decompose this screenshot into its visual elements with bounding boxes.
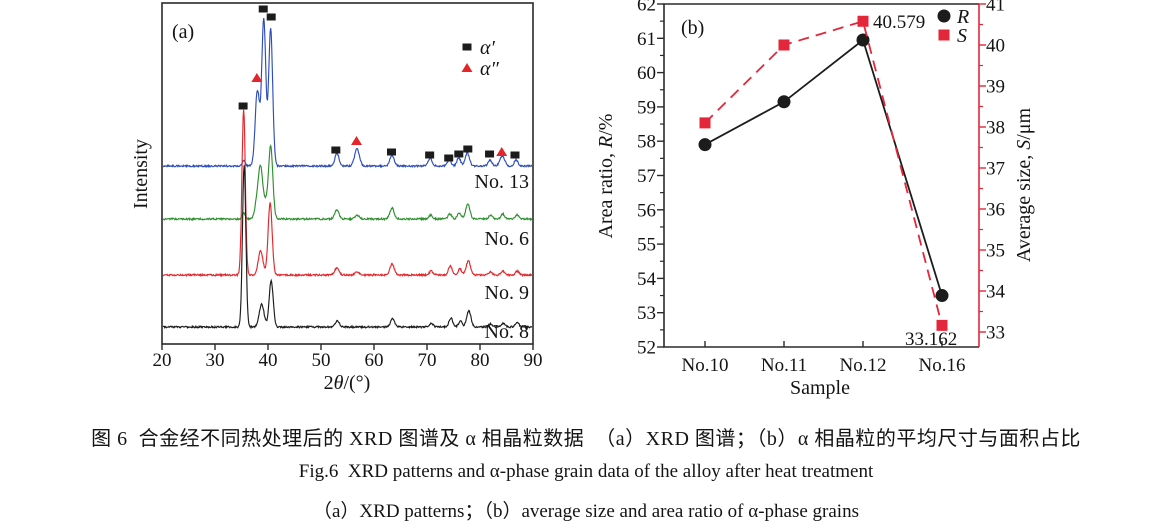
panel-label-a: (a): [172, 21, 194, 43]
xrd-trace-no8: [163, 165, 532, 330]
alpha-prime-marker: [266, 13, 276, 21]
left-tick-label: 59: [637, 97, 656, 118]
point-S-No.12: [857, 15, 869, 27]
x-tick-label: 80: [471, 350, 490, 371]
left-tick-label: 57: [637, 166, 656, 187]
alpha-prime-marker: [485, 150, 495, 158]
x-tick-label: 90: [524, 350, 543, 371]
trace-label-3: No. 9: [485, 282, 529, 304]
right-tick-label: 41: [986, 0, 1005, 16]
point-R-No.11: [777, 95, 791, 109]
plot-frame-a: [161, 2, 534, 345]
caption-english-sub: （a）XRD patterns；（b）average size and area…: [313, 501, 859, 522]
right-tick-label: 38: [986, 118, 1005, 139]
point-S-No.16: [936, 319, 948, 331]
legend-square-icon-b: [938, 29, 950, 41]
trace-label-2: No. 6: [485, 228, 529, 250]
caption-chinese: 图 6 合金经不同热处理后的 XRD 图谱及 α 相晶粒数据 （a）XRD 图谱…: [91, 428, 1081, 450]
y-axis-title-a: Intensity: [130, 139, 152, 209]
caption-english-title: Fig.6 XRD patterns and α-phase grain dat…: [298, 461, 874, 482]
left-tick-label: 53: [637, 303, 656, 324]
series-line-S: [704, 20, 943, 326]
grain-chart: 52 53 54 55 56 57 58 59 60 61 62 33 34 35 36 37 38 39 40 41…: [595, 0, 1035, 399]
point-S-No.10: [699, 117, 711, 129]
legend-triangle-icon: [461, 63, 473, 72]
right-tick-label: 36: [986, 200, 1005, 221]
legend-square-icon: [462, 43, 472, 51]
sample-label-no11: No.11: [761, 355, 807, 376]
alpha-double-prime-marker: [496, 147, 508, 156]
x-tick-label: 50: [312, 350, 331, 371]
x-tick-label: 40: [259, 350, 278, 371]
right-tick-label: 37: [986, 159, 1005, 180]
xrd-trace-no9: [163, 109, 532, 278]
x-tick-label: 70: [418, 350, 437, 371]
trace-label-1: No. 13: [475, 171, 529, 193]
left-tick-label: 58: [637, 132, 656, 153]
legend-circle-icon: [937, 9, 951, 23]
plot-frame-b: [663, 3, 979, 348]
legend-label-S: S: [957, 25, 967, 47]
alpha-prime-marker: [238, 102, 248, 110]
xrd-trace-no13: [163, 18, 532, 169]
left-tick-label: 52: [637, 338, 656, 359]
legend-label-alpha-dprime: α″: [480, 58, 499, 80]
charts-canvas: No. 13 No. 6 No. 9 No. 8 20 30 40 50 60 70 80 90 2θ/…: [130, 0, 1035, 399]
xrd-chart: No. 13 No. 6 No. 9 No. 8 20 30 40 50 60 70 80 90 2θ/…: [130, 2, 543, 394]
point-R-No.10: [698, 138, 712, 152]
x-axis-title-b: Sample: [790, 377, 850, 399]
xrd-trace-no6: [163, 144, 532, 222]
right-tick-label: 39: [986, 77, 1005, 98]
x-axis-title-a: 2θ/(°): [324, 372, 371, 394]
legend-label-R: R: [956, 6, 969, 28]
left-tick-label: 54: [637, 269, 657, 290]
alpha-prime-marker: [463, 145, 473, 153]
point-S-No.11: [778, 39, 790, 51]
panel-label-b: (b): [681, 17, 704, 39]
left-tick-label: 61: [637, 29, 656, 50]
alpha-double-prime-marker: [251, 73, 263, 82]
left-tick-label: 56: [637, 200, 656, 221]
alpha-prime-marker: [386, 148, 396, 156]
x-tick-label: 30: [206, 350, 225, 371]
alpha-prime-marker: [444, 154, 454, 162]
right-tick-label: 33: [986, 323, 1005, 344]
sample-label-no10: No.10: [682, 355, 729, 376]
y-axis-title-right: Average size, S/μm: [1013, 107, 1035, 262]
series-line-R: [704, 38, 943, 296]
left-tick-label: 60: [637, 63, 656, 84]
point-R-No.16: [935, 289, 949, 303]
legend-label-alpha-prime: α′: [480, 37, 495, 59]
annotation-40.579: 40.579: [873, 12, 925, 33]
left-tick-label: 55: [637, 235, 656, 256]
alpha-double-prime-marker: [351, 136, 363, 145]
trace-label-4: No. 8: [485, 321, 529, 343]
annotation-33.162: 33.162: [905, 329, 957, 350]
alpha-prime-marker: [331, 146, 341, 154]
sample-label-no12: No.12: [840, 355, 887, 376]
left-tick-label: 62: [637, 0, 656, 16]
sample-label-no16: No.16: [919, 355, 966, 376]
y-axis-title-left: Area ratio, R/%: [595, 114, 617, 239]
alpha-prime-marker: [425, 151, 435, 159]
alpha-prime-marker: [510, 151, 520, 159]
alpha-prime-marker: [258, 5, 268, 13]
point-R-No.12: [856, 33, 870, 47]
right-tick-label: 35: [986, 241, 1005, 262]
right-tick-label: 34: [986, 282, 1006, 303]
x-tick-label: 60: [365, 350, 384, 371]
x-tick-label: 20: [153, 350, 172, 371]
right-tick-label: 40: [986, 36, 1005, 57]
alpha-prime-marker: [454, 150, 464, 158]
